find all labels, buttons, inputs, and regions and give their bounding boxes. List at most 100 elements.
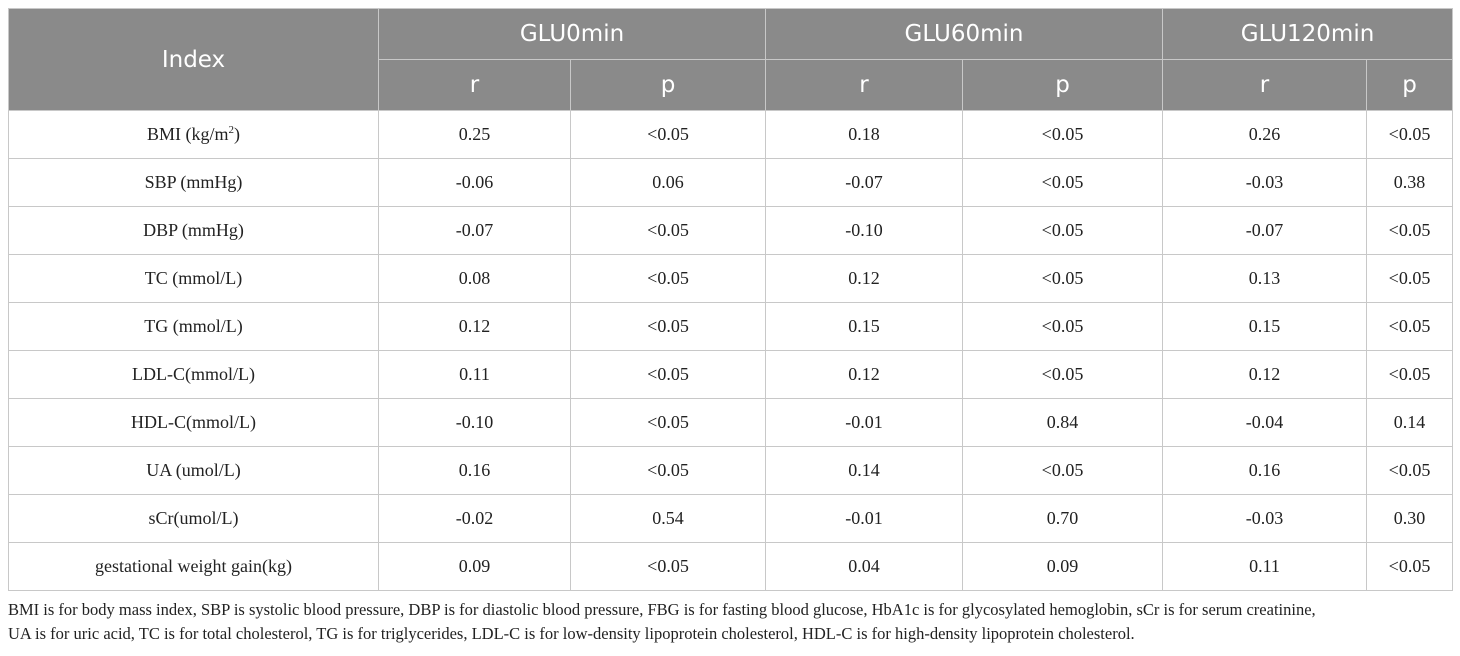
sub-header-p: p [962,59,1163,111]
header-row-groups: Index GLU0min GLU60min GLU120min [8,8,1454,111]
p-value-cell: <0.05 [962,254,1163,303]
p-value-cell: <0.05 [962,350,1163,399]
r-value-cell: 0.18 [765,110,963,159]
table-header: Index GLU0min GLU60min GLU120min r p r p… [8,8,1454,111]
p-value-cell: 0.84 [962,398,1163,447]
p-value-cell: 0.14 [1365,398,1454,447]
index-header: Index [8,8,379,111]
footnote-line-1: BMI is for body mass index, SBP is systo… [8,600,1316,619]
p-value-cell: 0.09 [962,542,1163,591]
index-cell: LDL-C(mmol/L) [8,350,379,399]
r-value-cell: -0.01 [765,494,963,543]
p-value-cell: <0.05 [570,398,766,447]
p-value-cell: <0.05 [570,206,766,255]
r-value-cell: -0.01 [765,398,963,447]
r-value-cell: -0.07 [765,158,963,207]
p-value-cell: <0.05 [1365,206,1454,255]
r-value-cell: -0.07 [378,206,571,255]
table-row: sCr(umol/L) -0.02 0.54 -0.01 0.70 -0.03 0.30 [8,494,1454,543]
r-value-cell: 0.12 [1162,350,1367,399]
group-header-glu0min: GLU0min [378,8,766,60]
index-cell: TC (mmol/L) [8,254,379,303]
r-value-cell: 0.15 [1162,302,1367,351]
footnote-line-2: UA is for uric acid, TC is for total cho… [8,624,1135,643]
index-label: TC (mmol/L) [144,268,243,288]
r-value-cell: 0.11 [1162,542,1367,591]
index-label: HDL-C(mmol/L) [131,412,256,432]
p-value-cell: <0.05 [1365,350,1454,399]
index-label: UA (umol/L) [146,460,241,480]
index-cell: BMI (kg/m2) [8,110,379,159]
r-value-cell: 0.12 [765,254,963,303]
table-body: BMI (kg/m2) 0.25 <0.05 0.18 <0.05 0.26 <0.05 SB… [8,110,1454,591]
p-value-cell: 0.38 [1365,158,1454,207]
p-value-cell: <0.05 [1365,254,1454,303]
table-row: DBP (mmHg) -0.07 <0.05 -0.10 <0.05 -0.07 <0.05 [8,206,1454,255]
p-value-cell: <0.05 [962,158,1163,207]
r-value-cell: 0.15 [765,302,963,351]
r-value-cell: 0.16 [1162,446,1367,495]
group-header-glu120min: GLU120min [1161,8,1454,60]
r-value-cell: -0.02 [378,494,571,543]
index-label: DBP (mmHg) [143,220,244,240]
r-value-cell: -0.06 [378,158,571,207]
r-value-cell: 0.04 [765,542,963,591]
p-value-cell: <0.05 [962,206,1163,255]
p-value-cell: <0.05 [570,302,766,351]
r-value-cell: -0.10 [765,206,963,255]
table-row: UA (umol/L) 0.16 <0.05 0.14 <0.05 0.16 <0.05 [8,446,1454,495]
r-value-cell: 0.16 [378,446,571,495]
table-footnote: BMI is for body mass index, SBP is systo… [8,598,1456,646]
index-label: sCr(umol/L) [148,508,239,528]
r-value-cell: 0.11 [378,350,571,399]
r-value-cell: 0.25 [378,110,571,159]
p-value-cell: <0.05 [570,542,766,591]
p-value-cell: <0.05 [1365,110,1454,159]
r-value-cell: 0.12 [765,350,963,399]
index-label: gestational weight gain(kg) [95,556,292,576]
r-value-cell: 0.13 [1162,254,1367,303]
p-value-cell: 0.70 [962,494,1163,543]
sub-header-p: p [570,59,766,111]
index-cell: HDL-C(mmol/L) [8,398,379,447]
p-value-cell: <0.05 [570,446,766,495]
p-value-cell: <0.05 [962,302,1163,351]
p-value-cell: <0.05 [1365,446,1454,495]
p-value-cell: <0.05 [570,110,766,159]
p-value-cell: 0.06 [570,158,766,207]
index-label-tail: ) [234,124,240,144]
group-header-glu60min: GLU60min [765,8,1163,60]
r-value-cell: -0.03 [1162,158,1367,207]
table-row: HDL-C(mmol/L) -0.10 <0.05 -0.01 0.84 -0.04 0.1… [8,398,1454,447]
index-cell: sCr(umol/L) [8,494,379,543]
p-value-cell: 0.54 [570,494,766,543]
r-value-cell: 0.12 [378,302,571,351]
table-row: TC (mmol/L) 0.08 <0.05 0.12 <0.05 0.13 <0.05 [8,254,1454,303]
index-label: BMI (kg/m [146,124,229,144]
table-row: SBP (mmHg) -0.06 0.06 -0.07 <0.05 -0.03 0.38 [8,158,1454,207]
table-row: LDL-C(mmol/L) 0.11 <0.05 0.12 <0.05 0.12 <0.05 [8,350,1454,399]
r-value-cell: -0.04 [1162,398,1367,447]
sub-header-p: p [1365,59,1454,111]
index-cell: DBP (mmHg) [8,206,379,255]
table-container: Index GLU0min GLU60min GLU120min r p r p… [8,8,1454,591]
r-value-cell: -0.03 [1162,494,1367,543]
p-value-cell: <0.05 [570,254,766,303]
r-value-cell: -0.10 [378,398,571,447]
sub-header-r: r [1162,59,1367,111]
p-value-cell: 0.30 [1365,494,1454,543]
r-value-cell: -0.07 [1162,206,1367,255]
index-superscript: 2 [228,124,235,136]
table-row: gestational weight gain(kg) 0.09 <0.05 0.04… [8,542,1454,591]
p-value-cell: <0.05 [1365,302,1454,351]
table-row: TG (mmol/L) 0.12 <0.05 0.15 <0.05 0.15 <0.05 [8,302,1454,351]
index-cell: UA (umol/L) [8,446,379,495]
index-label: TG (mmol/L) [144,316,243,336]
p-value-cell: <0.05 [962,446,1163,495]
sub-header-r: r [765,59,963,111]
index-cell: gestational weight gain(kg) [8,542,379,591]
index-label: SBP (mmHg) [144,172,243,192]
index-cell: SBP (mmHg) [8,158,379,207]
sub-header-r: r [378,59,571,111]
header-row-stats: r p r p r p [9,59,1454,111]
